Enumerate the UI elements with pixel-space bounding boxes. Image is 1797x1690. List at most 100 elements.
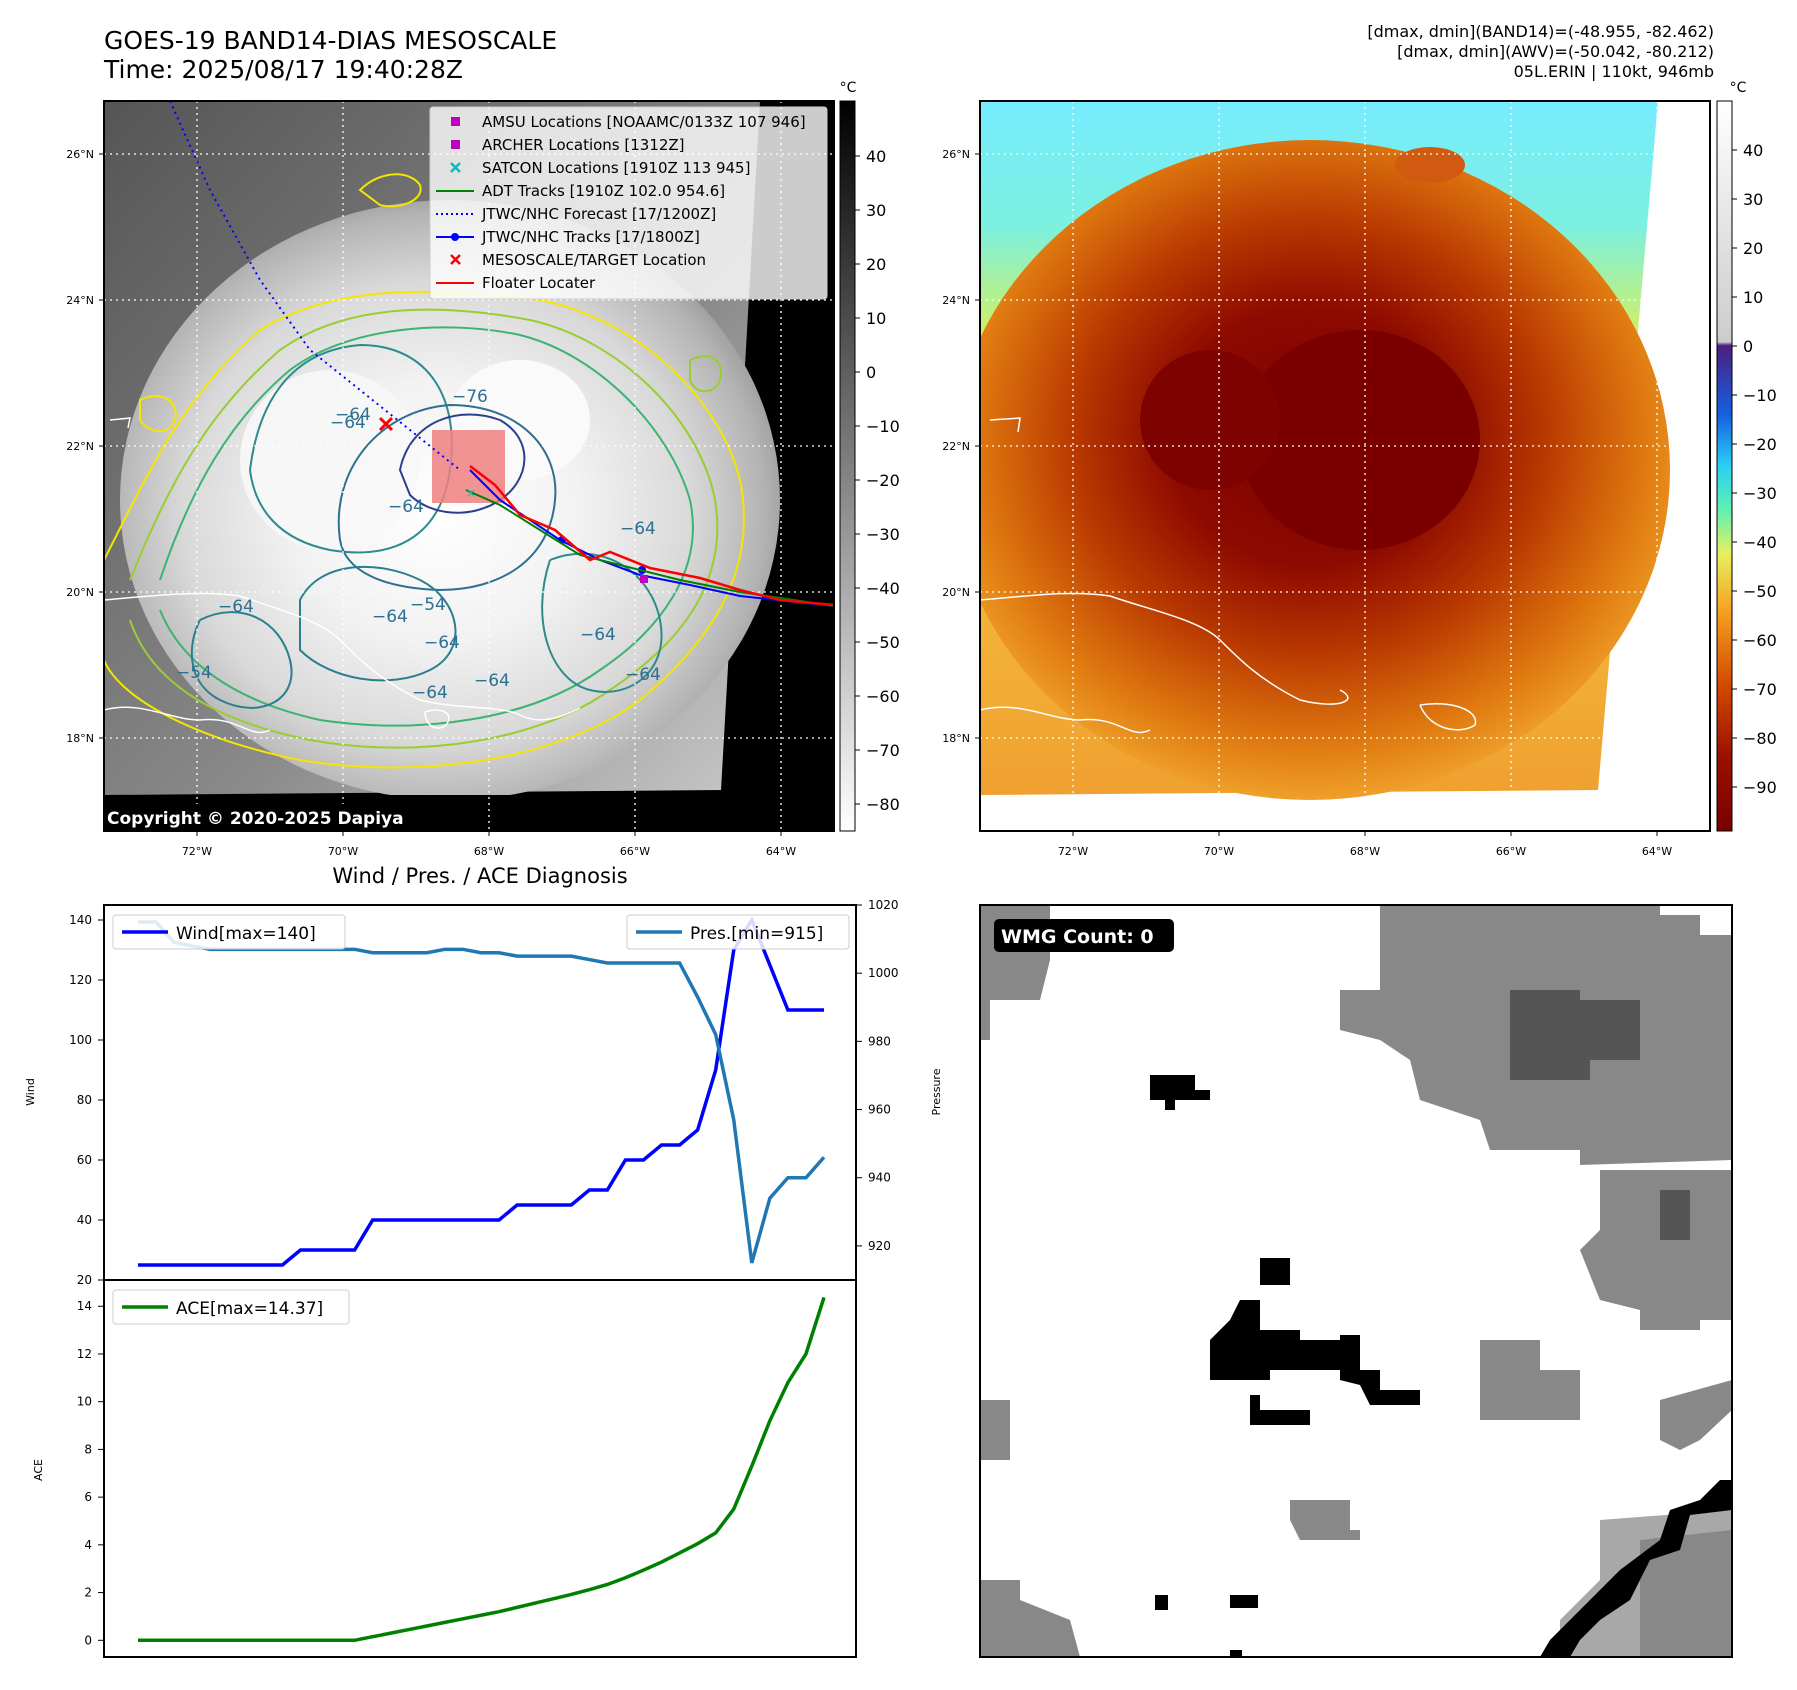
ace-tick-label: 14: [77, 1299, 92, 1313]
ir-panel: × −76−64−64−64−64−64 −54−64−64−64−54−64−6…: [66, 80, 900, 858]
legend-label: ARCHER Locations [1312Z]: [482, 136, 685, 154]
title-line-2: Time: 2025/08/17 19:40:28Z: [104, 55, 463, 84]
ir-colorbar: °C 40 30 20 10 0 −10 −20 −30 −40 −50 −60 −70 −80: [839, 80, 900, 832]
floater-track: [469, 465, 834, 607]
legend-marker-square: [451, 117, 460, 126]
colorbar-tick: 40: [1743, 141, 1763, 160]
ace-tick-label: 8: [84, 1442, 92, 1456]
pressure-tick-label: 980: [868, 1034, 891, 1048]
lon-label: 68°W: [1350, 845, 1380, 858]
colorbar-tick: −50: [866, 633, 900, 652]
lat-label: 26°N: [942, 148, 970, 161]
contour-label: −64: [474, 671, 510, 691]
legend-label: MESOSCALE/TARGET Location: [482, 251, 706, 269]
legend-label: SATCON Locations [1910Z 113 945]: [482, 159, 750, 177]
ir-lon-labels: 72°W 70°W 68°W 66°W 64°W: [182, 831, 796, 858]
forecast-track: [169, 101, 461, 471]
legend-label: AMSU Locations [NOAAMC/0133Z 107 946]: [482, 113, 806, 131]
legend-label: ADT Tracks [1910Z 102.0 954.6]: [482, 182, 725, 200]
wind-pressure-chart: Wind / Pres. / ACE Diagnosis 140 120 100 80…: [24, 864, 943, 1287]
awv-lat-labels: 26°N 24°N 22°N 20°N 18°N: [942, 148, 980, 745]
lat-label: 26°N: [66, 148, 94, 161]
pressure-tick-label: 920: [868, 1239, 891, 1253]
colorbar-tick: 0: [866, 363, 876, 382]
ace-y-ticks: 14 12 10 8 6 4 2 0: [77, 1299, 104, 1647]
awv-frame: [979, 100, 1711, 832]
colorbar-tick: 40: [866, 147, 886, 166]
ir-frame: [103, 100, 835, 832]
colorbar-tick: −20: [1743, 435, 1777, 454]
pressure-tick-label: 1000: [868, 966, 899, 980]
contour-label: −64: [580, 625, 616, 645]
awv-colorbar: °C 40 30 20 10 0 −10 −20 −30 −40 −50 −60 −70 −80 −90: [1716, 80, 1777, 832]
awv-lon-labels: 72°W 70°W 68°W 66°W 64°W: [1058, 831, 1672, 858]
contour-label: −64: [388, 497, 424, 517]
lon-label: 64°W: [1642, 845, 1672, 858]
satcon-marker: ×: [466, 486, 476, 500]
ace-tick-label: 0: [84, 1633, 92, 1647]
contour-label: −64: [625, 665, 661, 685]
lon-label: 72°W: [1058, 845, 1088, 858]
storm-info: 05L.ERIN | 110kt, 946mb: [1513, 62, 1714, 81]
colorbar-tick: −70: [1743, 680, 1777, 699]
amsu-marker: [640, 575, 648, 583]
contour-labels: −76−64−64−64−64−64 −54−64−64−64−54−64−64−…: [176, 387, 661, 703]
colorbar-tick: 30: [1743, 190, 1763, 209]
colorbar-tick: −70: [866, 741, 900, 760]
awv-imagery: [980, 101, 1710, 831]
wind-tick-label: 20: [77, 1273, 92, 1287]
ir-colorbar-unit: °C: [840, 80, 857, 96]
wind-tick-label: 60: [77, 1153, 92, 1167]
colorbar-tick: −60: [1743, 631, 1777, 650]
stat-awv: [dmax, dmin](AWV)=(-50.042, -80.212): [1397, 42, 1714, 61]
colorbar-tick: 30: [866, 201, 886, 220]
legend-marker-square: [451, 140, 460, 149]
legend-marker-x: [450, 254, 461, 265]
lon-label: 64°W: [766, 845, 796, 858]
legend-label: JTWC/NHC Tracks [17/1800Z]: [481, 228, 700, 246]
ace-legend-label: ACE[max=14.37]: [176, 1299, 323, 1319]
lon-label: 68°W: [474, 845, 504, 858]
pressure-y-ticks: 1020 1000 980 960 940 920: [856, 898, 899, 1253]
title-line-1: GOES-19 BAND14-DIAS MESOSCALE: [104, 26, 558, 55]
contour-label: −64: [330, 413, 366, 433]
wind-tick-label: 80: [77, 1093, 92, 1107]
stats-block: [dmax, dmin](BAND14)=(-48.955, -82.462) …: [1367, 22, 1714, 82]
contour-label: −64: [620, 519, 656, 539]
ace-series-line: [138, 1296, 826, 1643]
wind-y-ticks: 140 120 100 80 60 40 20: [69, 913, 104, 1287]
legend-marker-dot: [451, 233, 459, 241]
lat-label: 24°N: [66, 294, 94, 307]
chart-title: Wind / Pres. / ACE Diagnosis: [332, 864, 627, 888]
figure-title: GOES-19 BAND14-DIAS MESOSCALE Time: 2025/…: [104, 26, 557, 84]
awv-coastlines: [980, 417, 1477, 734]
lon-label: 66°W: [620, 845, 650, 858]
copyright: Copyright © 2020-2025 Dapiya: [107, 809, 404, 829]
wmg-badge: WMG Count: 0: [1001, 926, 1154, 948]
pressure-tick-label: 1020: [868, 898, 899, 912]
legend-marker-x: [450, 162, 461, 173]
pressure-axis-label: Pressure: [930, 1068, 943, 1115]
pressure-legend-label: Pres.[min=915]: [690, 924, 823, 944]
wmg-badge-bg: [994, 919, 1174, 952]
ace-tick-label: 6: [84, 1490, 92, 1504]
legend-label: Floater Locater: [482, 274, 596, 292]
lat-label: 22°N: [66, 440, 94, 453]
target-marker: [378, 416, 394, 432]
contour-label: −64: [218, 597, 254, 617]
colorbar-tick: −80: [866, 795, 900, 814]
ir-lat-labels: 26°N 24°N 22°N 20°N 18°N: [66, 148, 104, 745]
contour-label: −64: [335, 405, 371, 425]
lat-label: 20°N: [66, 586, 94, 599]
colorbar-tick: −40: [1743, 533, 1777, 552]
colorbar-tick: −30: [866, 525, 900, 544]
ace-axis-label: ACE: [32, 1459, 45, 1481]
wind-tick-label: 120: [69, 973, 92, 987]
contour-label: −76: [452, 387, 488, 407]
wind-tick-label: 40: [77, 1213, 92, 1227]
ir-coastlines: [104, 417, 581, 734]
contour-label: −64: [424, 633, 460, 653]
colorbar-tick: −30: [1743, 484, 1777, 503]
